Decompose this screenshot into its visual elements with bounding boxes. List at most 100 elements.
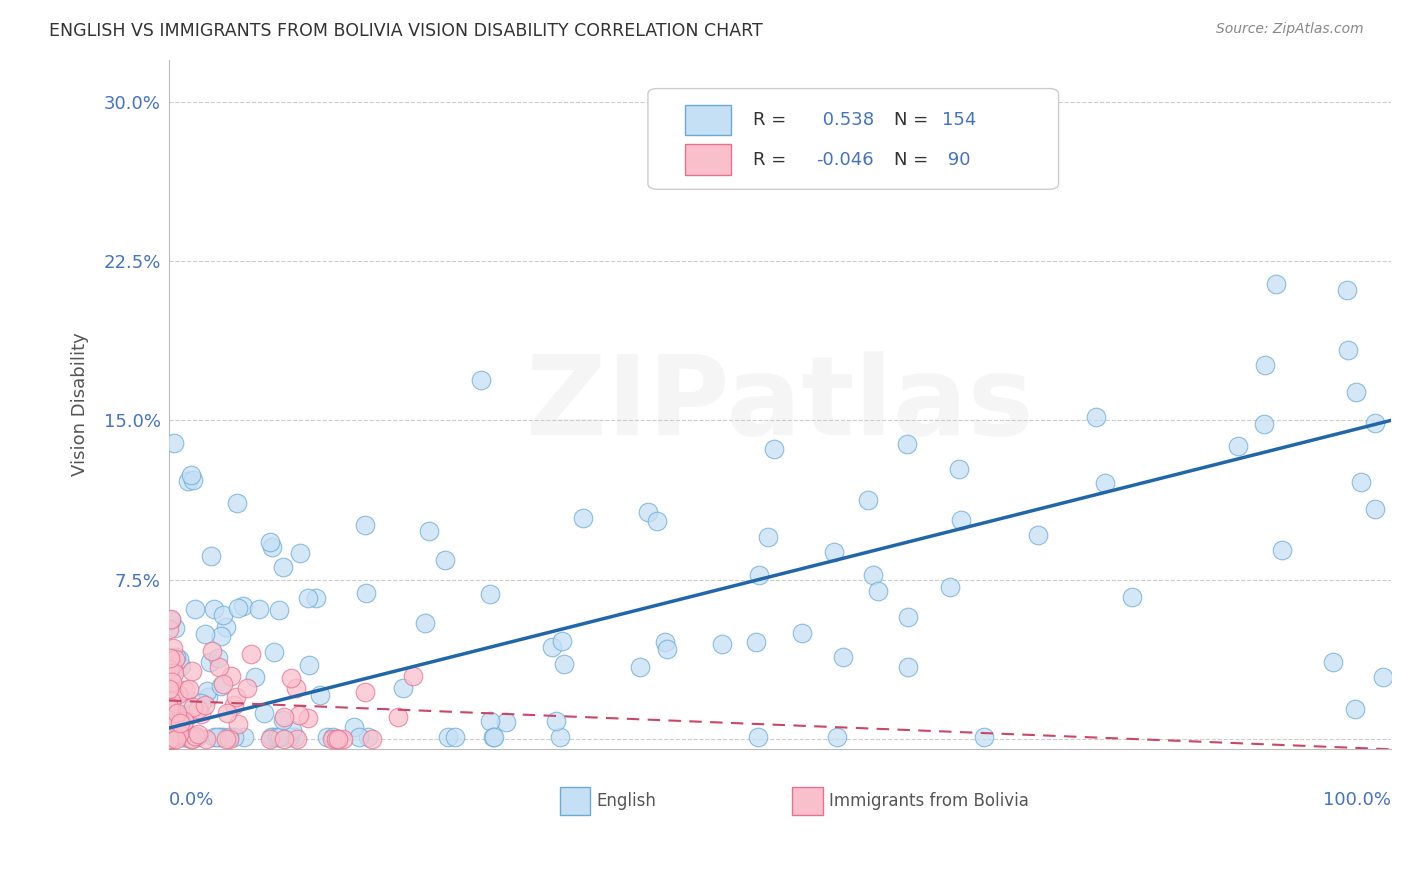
Point bbox=[973, 730, 995, 744]
Point bbox=[157, 715, 180, 730]
Point bbox=[162, 720, 184, 734]
Point bbox=[179, 707, 201, 722]
Text: Source: ZipAtlas.com: Source: ZipAtlas.com bbox=[1216, 22, 1364, 37]
Point bbox=[711, 637, 734, 651]
Point bbox=[645, 514, 668, 528]
Point bbox=[159, 730, 181, 744]
Point bbox=[159, 671, 181, 685]
Point bbox=[948, 462, 970, 476]
Point bbox=[284, 681, 307, 695]
Point bbox=[160, 658, 183, 673]
Point bbox=[1253, 417, 1275, 431]
Point bbox=[478, 714, 501, 728]
Point bbox=[159, 730, 181, 744]
Point bbox=[157, 699, 180, 714]
Point bbox=[212, 730, 235, 744]
Point bbox=[745, 634, 768, 648]
Point bbox=[548, 730, 571, 744]
Point bbox=[159, 698, 181, 713]
Point bbox=[194, 627, 217, 641]
Point bbox=[1026, 528, 1049, 542]
Point bbox=[180, 664, 202, 678]
Point bbox=[160, 694, 183, 708]
Point bbox=[236, 681, 259, 695]
Point bbox=[218, 731, 240, 746]
Point bbox=[495, 714, 517, 729]
Point bbox=[747, 730, 769, 744]
Point bbox=[756, 530, 779, 544]
Point bbox=[225, 690, 247, 704]
Point bbox=[1344, 701, 1367, 715]
Point bbox=[856, 493, 879, 508]
Point bbox=[1337, 343, 1360, 357]
Point bbox=[269, 730, 291, 744]
Point bbox=[159, 650, 181, 665]
Point bbox=[259, 731, 281, 746]
FancyBboxPatch shape bbox=[685, 145, 731, 175]
Point bbox=[181, 700, 204, 714]
Point bbox=[387, 710, 409, 724]
Point bbox=[224, 730, 246, 744]
FancyBboxPatch shape bbox=[560, 788, 591, 814]
Point bbox=[553, 657, 575, 671]
Point bbox=[550, 634, 572, 648]
Point bbox=[949, 513, 972, 527]
Point bbox=[159, 704, 181, 718]
FancyBboxPatch shape bbox=[685, 105, 731, 136]
Point bbox=[180, 731, 202, 746]
Point bbox=[159, 714, 181, 728]
Point bbox=[271, 713, 294, 727]
Point bbox=[184, 601, 207, 615]
Point bbox=[482, 730, 505, 744]
Point bbox=[167, 727, 190, 741]
Point bbox=[1085, 410, 1108, 425]
Point bbox=[402, 669, 425, 683]
Point bbox=[197, 690, 219, 705]
Point bbox=[343, 720, 366, 734]
Point bbox=[172, 718, 194, 732]
Point bbox=[198, 656, 221, 670]
Point bbox=[157, 688, 180, 702]
Point bbox=[187, 727, 209, 741]
Text: 90: 90 bbox=[942, 151, 972, 169]
Point bbox=[173, 730, 195, 744]
Point bbox=[827, 730, 849, 744]
Point bbox=[163, 665, 186, 680]
Point bbox=[159, 683, 181, 698]
Point bbox=[831, 650, 853, 665]
Point bbox=[245, 670, 267, 684]
Point bbox=[897, 610, 920, 624]
Point bbox=[160, 675, 183, 690]
Point bbox=[434, 553, 457, 567]
Text: R =: R = bbox=[754, 151, 792, 169]
Point bbox=[1344, 385, 1367, 400]
Point bbox=[159, 718, 181, 732]
Point bbox=[347, 730, 370, 744]
Point bbox=[541, 640, 564, 654]
Point bbox=[444, 730, 467, 744]
Point bbox=[224, 698, 246, 713]
Point bbox=[328, 731, 350, 746]
Point bbox=[157, 731, 180, 746]
Point bbox=[297, 711, 319, 725]
Point bbox=[1372, 670, 1395, 684]
Point bbox=[232, 599, 254, 613]
Point bbox=[162, 706, 184, 721]
Point bbox=[202, 730, 225, 744]
Text: R =: R = bbox=[754, 112, 792, 129]
Point bbox=[1094, 475, 1116, 490]
Point bbox=[571, 511, 593, 525]
Point bbox=[1322, 655, 1344, 669]
Point bbox=[180, 730, 202, 744]
Point bbox=[159, 721, 181, 735]
Point bbox=[165, 621, 187, 635]
Point bbox=[321, 730, 343, 744]
Point bbox=[655, 642, 678, 657]
Point bbox=[163, 651, 186, 665]
Point bbox=[209, 679, 232, 693]
Point bbox=[159, 731, 181, 746]
Point bbox=[285, 731, 308, 746]
Point bbox=[194, 698, 217, 712]
Point bbox=[939, 580, 962, 594]
Point bbox=[195, 684, 218, 698]
